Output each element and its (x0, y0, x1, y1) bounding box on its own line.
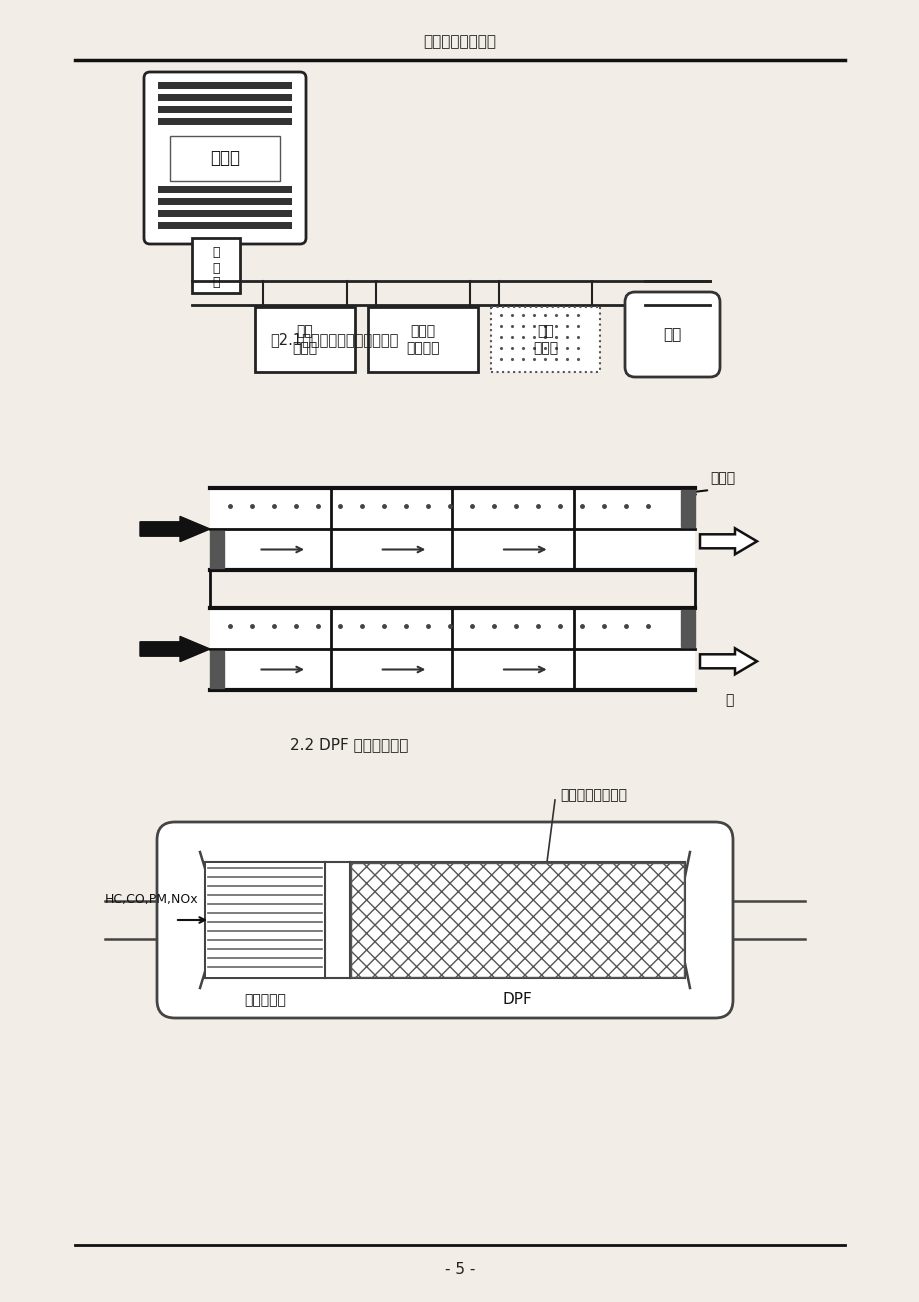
Text: 排
气
管: 排 气 管 (212, 246, 220, 289)
Polygon shape (699, 529, 756, 555)
Bar (158, 223, 291, 229)
Text: 尾气: 尾气 (663, 327, 681, 342)
Bar (158, 82, 291, 89)
Text: 2.2 DPF 工作原理简图: 2.2 DPF 工作原理简图 (289, 737, 408, 753)
Bar (210, 608, 694, 648)
Text: 济南大学毕业设计: 济南大学毕业设计 (423, 34, 496, 49)
Text: DPF: DPF (502, 992, 531, 1008)
Bar (206, 863, 323, 976)
Text: - 5 -: - 5 - (444, 1263, 475, 1277)
Bar (210, 529, 694, 569)
Bar (351, 863, 683, 976)
Bar (210, 488, 694, 529)
Bar (158, 186, 291, 193)
Text: 氧化
催化器: 氧化 催化器 (292, 324, 317, 355)
Polygon shape (140, 637, 210, 661)
Text: 氧化催化剂: 氧化催化剂 (244, 993, 286, 1006)
Polygon shape (210, 531, 223, 568)
Text: 发动机: 发动机 (210, 150, 240, 168)
Text: 遥控微波加热再生: 遥控微波加热再生 (560, 788, 627, 802)
Polygon shape (680, 611, 694, 647)
Bar (255, 307, 355, 372)
Bar (491, 307, 599, 372)
FancyBboxPatch shape (624, 292, 720, 378)
Polygon shape (140, 517, 210, 542)
Bar (158, 94, 291, 102)
FancyBboxPatch shape (144, 72, 306, 243)
Bar (158, 118, 291, 125)
Text: 图2.1，颗粒过滤器安装示意图: 图2.1，颗粒过滤器安装示意图 (269, 332, 398, 348)
Polygon shape (680, 490, 694, 527)
FancyBboxPatch shape (157, 822, 732, 1018)
Bar (192, 238, 240, 293)
Polygon shape (210, 651, 223, 687)
Bar (170, 135, 279, 181)
Text: 颗粒
过滤器: 颗粒 过滤器 (532, 324, 558, 355)
Text: 喷油及
加热装置: 喷油及 加热装置 (406, 324, 439, 355)
Text: HC,CO,PM,NOx: HC,CO,PM,NOx (105, 893, 199, 906)
Bar (158, 210, 291, 217)
Bar (351, 863, 683, 976)
Polygon shape (699, 648, 756, 674)
Bar (210, 648, 694, 689)
Bar (368, 307, 478, 372)
Bar (158, 105, 291, 113)
Bar (158, 198, 291, 204)
Text: 颗粒物: 颗粒物 (709, 471, 734, 486)
Text: 图: 图 (724, 693, 732, 707)
